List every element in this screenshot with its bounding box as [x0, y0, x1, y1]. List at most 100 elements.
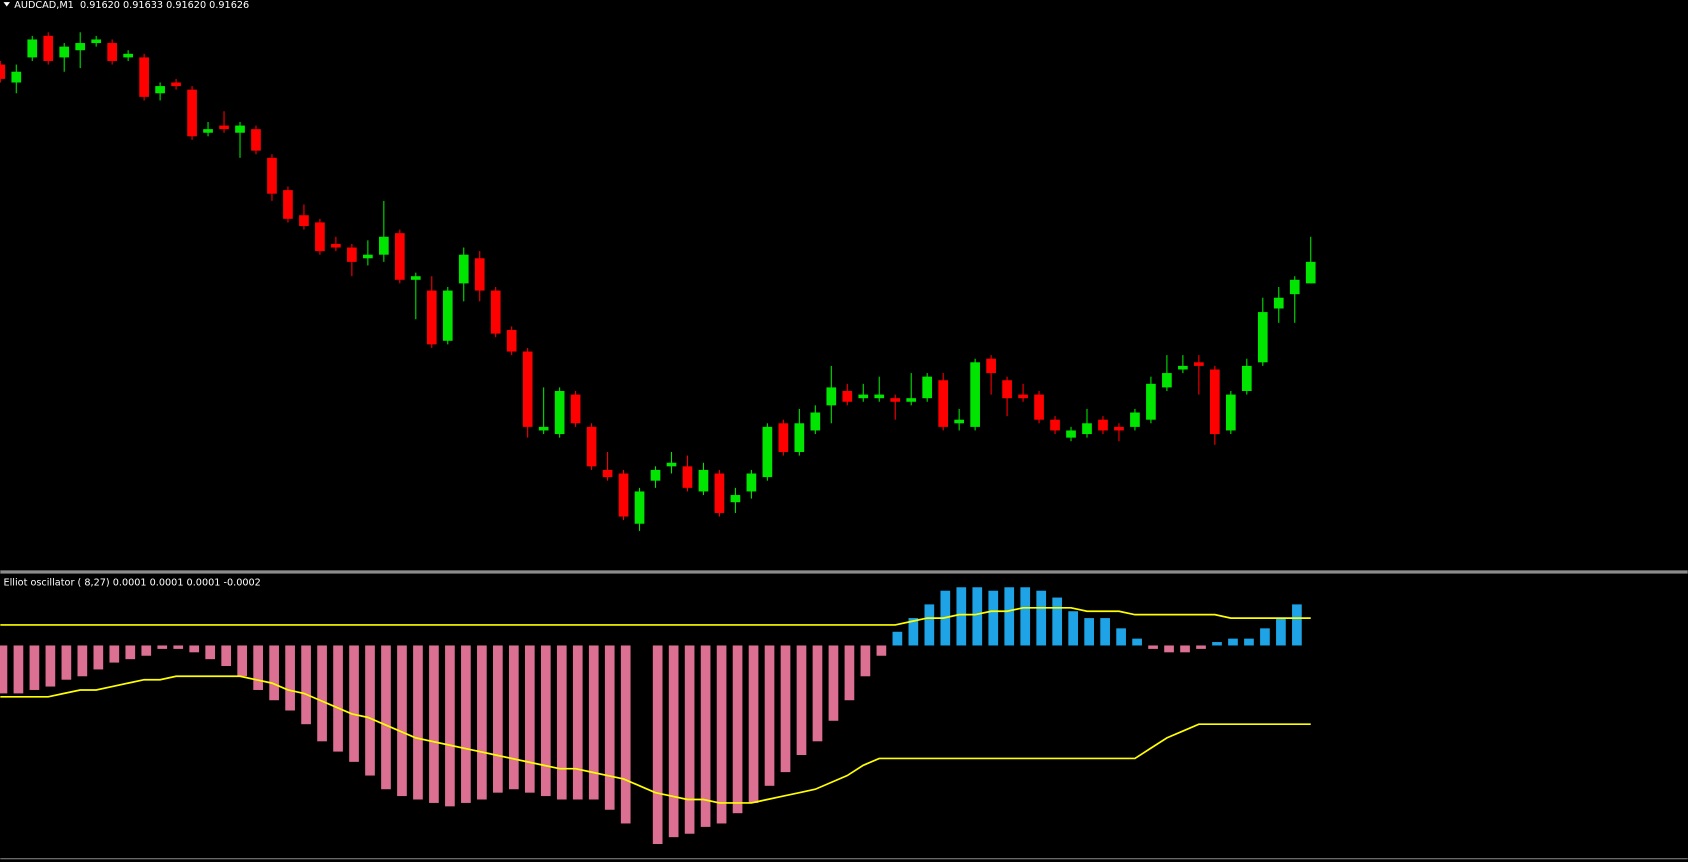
- candle-body: [650, 469, 661, 481]
- candle-body: [123, 53, 133, 58]
- histogram-bar: [285, 645, 295, 711]
- histogram-bar: [1052, 597, 1063, 646]
- histogram-bar: [349, 645, 359, 762]
- candle-body: [219, 125, 229, 130]
- histogram-bar: [1212, 642, 1222, 646]
- histogram-bar: [796, 645, 807, 756]
- candle-body: [203, 129, 213, 133]
- histogram-bar: [620, 645, 631, 824]
- histogram-bar: [205, 645, 216, 660]
- candle-body: [826, 387, 837, 406]
- candle-body: [634, 491, 645, 524]
- panel-separator: [0, 570, 1688, 574]
- histogram-bar: [1164, 645, 1174, 653]
- candle-body: [506, 330, 517, 352]
- histogram-bar: [764, 645, 775, 786]
- histogram-bar: [844, 645, 855, 701]
- histogram-bar: [668, 645, 679, 838]
- histogram-bar: [540, 645, 551, 797]
- candle-body: [43, 35, 54, 61]
- histogram-bar: [1068, 611, 1079, 646]
- histogram-bar: [93, 645, 104, 670]
- histogram-bar: [1020, 587, 1031, 646]
- candle-body: [458, 254, 469, 284]
- histogram-bar: [221, 645, 232, 667]
- candle-body: [299, 215, 309, 226]
- candle-body: [474, 258, 485, 291]
- candle-body: [1082, 423, 1092, 435]
- histogram-bar: [77, 645, 88, 677]
- candle-body: [251, 129, 261, 151]
- candle-body: [618, 473, 629, 517]
- histogram-bar: [1196, 645, 1206, 649]
- histogram-bar: [716, 645, 727, 824]
- candle-body: [1289, 279, 1300, 295]
- candle-body: [426, 290, 437, 345]
- candle-body: [1018, 394, 1028, 399]
- candle-body: [682, 466, 693, 488]
- histogram-bar: [1084, 618, 1094, 646]
- candle-body: [938, 380, 949, 427]
- histogram-bar: [189, 645, 200, 653]
- candle-body: [75, 43, 86, 51]
- candle-body: [27, 39, 38, 58]
- histogram-bar: [1004, 587, 1015, 646]
- histogram-bar: [1132, 638, 1142, 646]
- histogram-bar: [1276, 618, 1286, 646]
- candle-body: [267, 157, 277, 194]
- oscillator-title: Elliot oscillator ( 8,27) 0.0001 0.0001 …: [4, 578, 261, 589]
- histogram-bar: [461, 645, 471, 803]
- candle-body: [1114, 426, 1124, 431]
- candle-body: [315, 222, 325, 252]
- candle-body: [1146, 383, 1156, 420]
- histogram-bar: [237, 645, 248, 677]
- candle-body: [1066, 430, 1076, 438]
- candle-body: [522, 351, 533, 427]
- histogram-bar: [317, 645, 327, 742]
- candle-body: [59, 46, 70, 58]
- histogram-bar: [1228, 638, 1238, 646]
- candle-body: [954, 419, 964, 424]
- candle-body: [714, 473, 725, 513]
- histogram-bar: [652, 645, 663, 845]
- histogram-bar: [588, 645, 599, 800]
- histogram-bar: [972, 587, 983, 646]
- histogram-bar: [61, 645, 72, 680]
- histogram-bar: [524, 645, 535, 793]
- histogram-bar: [748, 645, 759, 803]
- candle-body: [778, 423, 789, 452]
- candle-body: [378, 236, 389, 255]
- histogram-bar: [445, 645, 455, 807]
- candle-body: [347, 247, 357, 262]
- histogram-bar: [908, 618, 919, 646]
- candle-body: [666, 462, 677, 467]
- histogram-bar: [1244, 638, 1254, 646]
- candle-body: [810, 412, 821, 431]
- histogram-bar: [0, 645, 8, 694]
- candle-body: [442, 290, 453, 341]
- candle-body: [1050, 419, 1060, 431]
- candle-body: [538, 426, 549, 431]
- histogram-bar: [173, 645, 184, 649]
- candle-body: [1130, 412, 1140, 427]
- candle-body: [1225, 394, 1236, 431]
- candle-body: [842, 391, 853, 402]
- histogram-bar: [812, 645, 823, 742]
- histogram-bar: [1036, 590, 1047, 646]
- candle-body: [986, 358, 996, 374]
- histogram-bar: [1148, 645, 1158, 649]
- candle-body: [11, 71, 22, 83]
- candle-body: [1273, 297, 1284, 309]
- dropdown-arrow[interactable]: [3, 2, 10, 7]
- candle-body: [187, 89, 197, 137]
- histogram-bar: [413, 645, 423, 800]
- candle-body: [1210, 369, 1220, 435]
- histogram-bar: [732, 645, 743, 814]
- candle-body: [1194, 362, 1204, 366]
- candle-body: [1002, 380, 1012, 399]
- histogram-bar: [1180, 645, 1190, 653]
- candle-body: [1034, 394, 1044, 420]
- candle-body: [906, 398, 917, 402]
- candle-body: [1257, 312, 1268, 363]
